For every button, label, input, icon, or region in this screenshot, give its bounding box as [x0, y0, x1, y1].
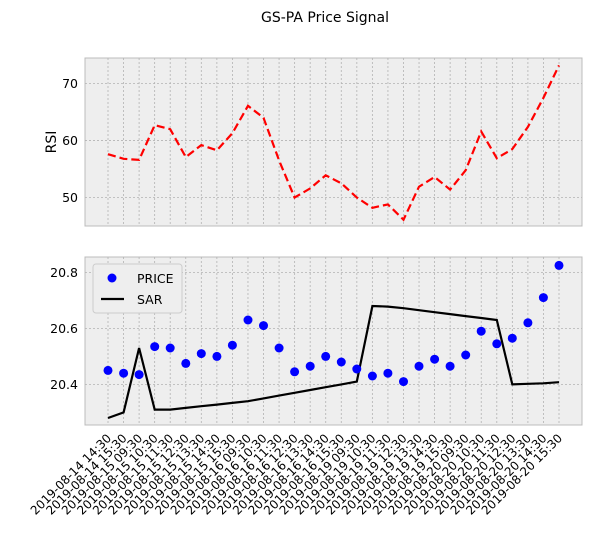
rsi-y-tick-label: 50	[62, 190, 78, 205]
price-point	[305, 361, 315, 371]
price-point	[507, 333, 517, 343]
price-point	[414, 361, 424, 371]
price-point	[445, 361, 455, 371]
price-point	[492, 339, 502, 349]
price-point	[103, 365, 113, 375]
rsi-plot-area	[84, 57, 583, 227]
price-point	[150, 342, 160, 352]
rsi-axis-label: RSI	[44, 131, 60, 154]
price-point	[399, 377, 408, 387]
price-y-tick-label: 20.8	[50, 265, 78, 280]
rsi-panel: 50 60 70 RSI	[44, 57, 583, 227]
price-point	[165, 343, 175, 353]
price-point	[119, 368, 129, 378]
price-point	[461, 350, 471, 360]
rsi-line	[107, 64, 560, 222]
price-point	[523, 318, 533, 328]
legend: PRICE SAR	[92, 263, 183, 314]
price-point	[367, 371, 377, 381]
price-point	[538, 293, 548, 303]
legend-sar-label: SAR	[137, 292, 163, 307]
price-point	[181, 358, 191, 368]
price-point	[336, 357, 346, 367]
price-point	[243, 315, 253, 325]
price-y-tick-label: 20.4	[50, 377, 78, 392]
sar-line	[107, 304, 560, 420]
price-point	[290, 367, 300, 377]
legend-price-label: PRICE	[137, 271, 174, 286]
price-point	[352, 364, 362, 374]
rsi-y-tick-label: 70	[62, 76, 78, 91]
chart-title: GS-PA Price Signal	[261, 10, 389, 26]
price-point	[430, 354, 440, 364]
price-point	[321, 351, 331, 361]
price-point	[383, 368, 393, 378]
price-panel: 20.420.620.8 2019-08-14 14:302019-08-14 …	[28, 256, 583, 518]
price-point	[554, 260, 564, 270]
legend-price-marker	[107, 273, 117, 283]
price-point	[227, 340, 237, 350]
price-point	[212, 351, 222, 361]
price-y-tick-label: 20.6	[50, 321, 78, 336]
price-point	[274, 343, 284, 353]
price-point	[259, 321, 268, 331]
rsi-y-tick-label: 60	[62, 133, 78, 148]
price-point	[134, 370, 144, 380]
price-point	[476, 326, 486, 336]
price-point	[196, 349, 206, 359]
